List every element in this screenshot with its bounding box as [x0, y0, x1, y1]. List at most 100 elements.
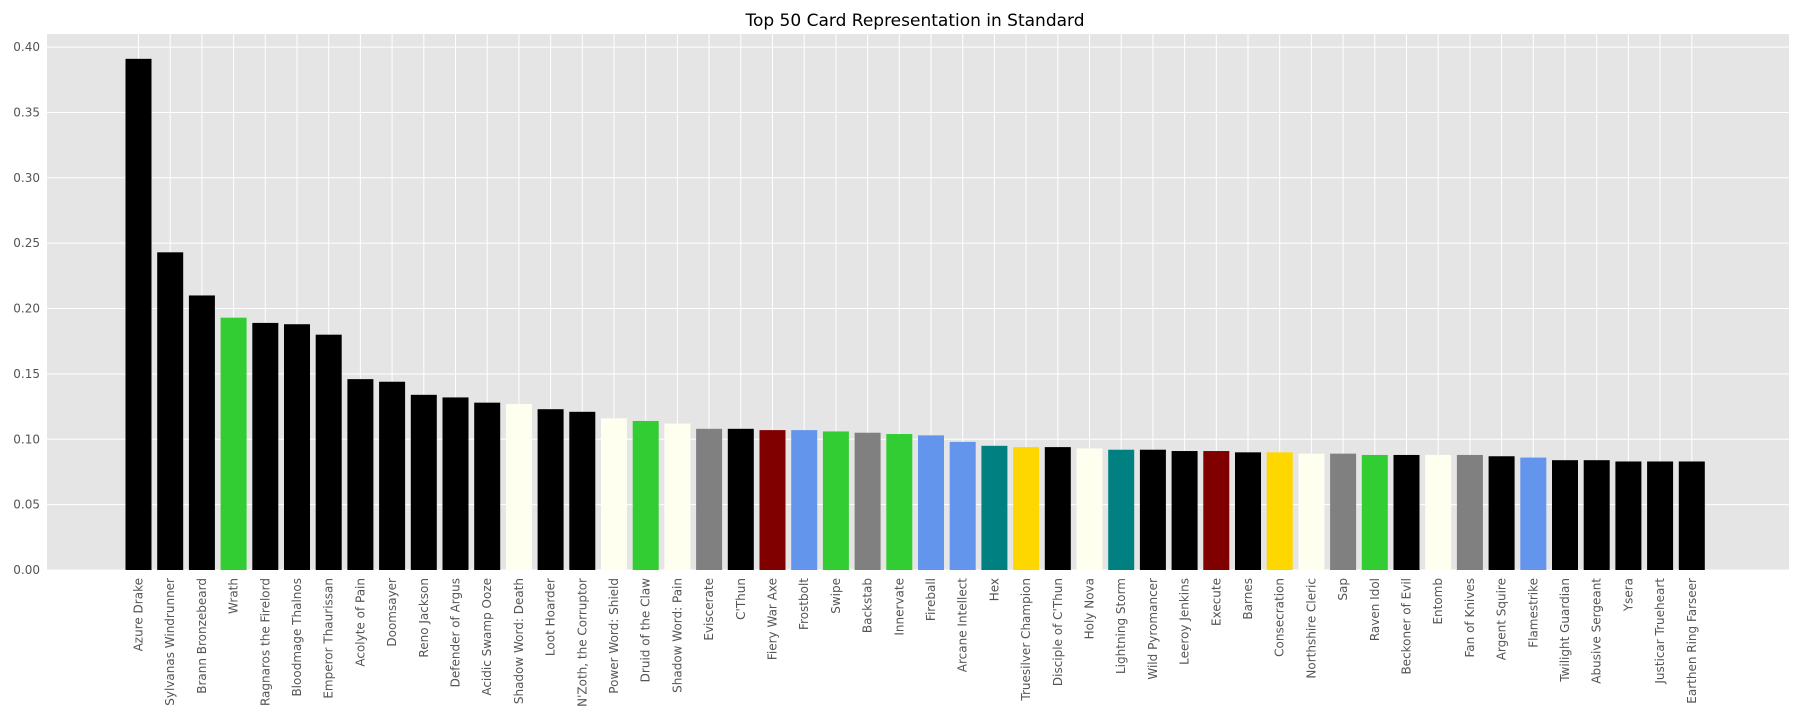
bar	[569, 411, 596, 570]
x-tick-label: Lightning Storm	[1114, 578, 1128, 674]
x-tick-label: N'Zoth, the Corruptor	[575, 578, 589, 707]
bar	[1361, 454, 1388, 570]
x-tick-label: Abusive Sergeant	[1590, 578, 1604, 684]
bar	[220, 317, 247, 570]
x-tick-label: Earthen Ring Farseer	[1685, 578, 1699, 704]
x-tick-label: Barnes	[1241, 578, 1255, 620]
x-tick-label: Sylvanas Windrunner	[163, 578, 177, 706]
bar	[1615, 461, 1642, 570]
bar	[347, 379, 374, 570]
bar	[759, 430, 786, 570]
bar	[125, 58, 152, 571]
bar	[1044, 447, 1071, 570]
bar	[442, 397, 469, 570]
x-tick-label: Truesilver Champion	[1019, 578, 1033, 702]
y-tick-label: 0.20	[13, 302, 40, 316]
bars	[125, 58, 1705, 571]
bar	[949, 441, 976, 570]
x-tick-label: Flamestrike	[1526, 578, 1540, 648]
bar	[157, 252, 184, 570]
x-tick-label: Consecration	[1273, 578, 1287, 657]
bar	[252, 322, 279, 570]
x-tick-label: Execute	[1209, 578, 1223, 626]
x-tick-label: Northshire Cleric	[1304, 578, 1318, 679]
bar	[1298, 453, 1325, 570]
x-tick-label: Frostbolt	[797, 578, 811, 630]
bar	[1330, 453, 1357, 570]
bar	[1235, 452, 1261, 570]
x-tick-label: Bloodmage Thalnos	[290, 578, 304, 697]
bar	[1456, 454, 1483, 570]
bar	[822, 431, 849, 570]
x-tick-label: Emperor Thaurissan	[322, 578, 336, 699]
bar	[1076, 448, 1103, 570]
y-axis: 0.00 0.05 0.10 0.15 0.20 0.25 0.30 0.35 0.40	[13, 40, 40, 577]
bar	[1647, 461, 1674, 570]
bar	[474, 402, 501, 570]
x-tick-label: Brann Bronzebeard	[195, 578, 209, 694]
chart-title: Top 50 Card Representation in Standard	[744, 11, 1084, 31]
x-tick-label: Acidic Swamp Ooze	[480, 578, 494, 696]
x-tick-label: Twilight Guardian	[1558, 578, 1572, 683]
bar	[632, 420, 659, 570]
bar	[410, 394, 437, 570]
y-tick-label: 0.40	[13, 40, 40, 54]
bar	[854, 432, 881, 570]
bar	[696, 428, 723, 570]
x-tick-label: Shadow Word: Death	[512, 578, 526, 704]
bar	[1425, 454, 1452, 570]
y-tick-label: 0.05	[13, 498, 40, 512]
bar	[791, 430, 818, 570]
x-tick-label: Ragnaros the Firelord	[258, 578, 272, 706]
y-tick-label: 0.35	[13, 105, 40, 119]
y-tick-label: 0.25	[13, 236, 40, 250]
x-tick-label: Wrath	[227, 578, 241, 614]
x-tick-label: Azure Drake	[132, 578, 146, 651]
bar	[727, 428, 754, 570]
x-tick-label: Swipe	[829, 578, 843, 614]
x-tick-label: Justicar Trueheart	[1653, 578, 1667, 685]
x-tick-label: Innervate	[892, 578, 906, 636]
bar	[284, 324, 310, 570]
x-tick-label: Raven Idol	[1368, 578, 1382, 641]
x-tick-label: Holy Nova	[1083, 578, 1097, 639]
x-tick-label: Arcane Intellect	[956, 578, 970, 673]
x-tick-label: Ysera	[1621, 578, 1635, 612]
bar	[1108, 449, 1135, 570]
bar	[379, 381, 406, 570]
bar	[1488, 456, 1515, 570]
x-axis: Azure Drake Sylvanas Windrunner Brann Bron…	[132, 578, 1699, 707]
bar	[505, 403, 532, 570]
x-tick-label: Power Word: Shield	[607, 578, 621, 694]
bar	[601, 418, 627, 570]
bar	[315, 334, 342, 570]
bar	[1552, 460, 1578, 570]
x-tick-label: Sap	[1336, 578, 1350, 601]
x-tick-label: Reno Jackson	[417, 578, 431, 658]
bar	[886, 434, 913, 570]
bar	[1171, 451, 1198, 570]
bar	[1520, 457, 1547, 570]
x-tick-label: Defender of Argus	[449, 578, 463, 687]
x-tick-label: Argent Squire	[1495, 578, 1509, 660]
y-tick-label: 0.30	[13, 171, 40, 185]
x-tick-label: Wild Pyromancer	[1146, 578, 1160, 680]
bar	[1678, 461, 1705, 570]
x-tick-label: Druid of the Claw	[639, 578, 653, 683]
bar	[664, 423, 691, 570]
y-tick-label: 0.10	[13, 432, 40, 446]
bar	[981, 445, 1008, 570]
bar	[1203, 451, 1230, 570]
y-tick-label: 0.00	[13, 563, 40, 577]
x-tick-label: Entomb	[1431, 578, 1445, 625]
x-tick-label: Doomsayer	[385, 578, 399, 647]
x-tick-label: Backstab	[861, 578, 875, 633]
bar	[1139, 449, 1166, 570]
x-tick-label: Fan of Knives	[1463, 578, 1477, 658]
bar	[1013, 447, 1040, 570]
x-tick-label: Disciple of C'Thun	[1051, 578, 1065, 686]
x-tick-label: Fiery War Axe	[766, 578, 780, 660]
x-tick-label: Acolyte of Pain	[353, 578, 367, 667]
x-tick-label: Eviscerate	[702, 578, 716, 641]
